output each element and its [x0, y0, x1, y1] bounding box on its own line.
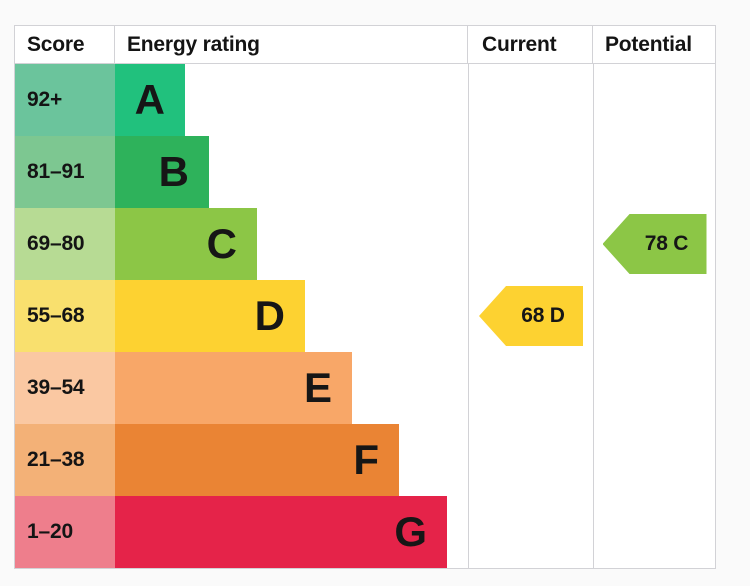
epc-rating-table: Score Energy rating Current Potential 92… — [14, 25, 716, 569]
band-row: 39–54 E — [15, 352, 715, 424]
band-score-cell: 39–54 — [15, 352, 115, 424]
band-bar: E — [115, 352, 352, 424]
potential-cell — [593, 424, 715, 496]
band-score-label: 81–91 — [27, 160, 85, 183]
band-score-cell: 21–38 — [15, 424, 115, 496]
band-letter: D — [254, 292, 285, 339]
band-letter: E — [303, 364, 332, 411]
current-cell: 68 D — [468, 280, 593, 352]
band-score-label: 69–80 — [27, 232, 85, 255]
potential-rating-arrow: 78 C — [602, 214, 707, 274]
potential-cell — [593, 352, 715, 424]
band-letter: F — [353, 436, 379, 483]
band-bar: F — [115, 424, 399, 496]
band-score-label: 55–68 — [27, 304, 85, 327]
current-cell — [468, 424, 593, 496]
band-score-cell: 55–68 — [15, 280, 115, 352]
current-cell — [468, 208, 593, 280]
band-score-label: 21–38 — [27, 448, 85, 471]
band-row: 1–20 G — [15, 496, 715, 568]
potential-cell — [593, 496, 715, 568]
band-letter: C — [206, 220, 237, 267]
band-letter: G — [394, 508, 427, 555]
band-score-label: 1–20 — [27, 520, 73, 543]
potential-column-header: Potential — [605, 32, 692, 56]
band-rating-cell: A — [115, 64, 468, 136]
band-rating-cell: D — [115, 280, 468, 352]
arrow-label: 78 C — [644, 232, 689, 255]
band-rating-cell: G — [115, 496, 468, 568]
table-header-row: Score Energy rating Current Potential — [15, 26, 715, 64]
epc-band-rows: 92+ A 81–91 B 69–80 C 78 — [15, 64, 715, 568]
band-rating-cell: F — [115, 424, 468, 496]
arrow-label: 68 D — [521, 304, 565, 327]
band-row: 69–80 C 78 C — [15, 208, 715, 280]
band-row: 55–68 D 68 D — [15, 280, 715, 352]
band-rating-cell: C — [115, 208, 468, 280]
current-column-header: Current — [468, 26, 593, 63]
band-bar: A — [115, 64, 185, 136]
current-cell — [468, 64, 593, 136]
band-bar: D — [115, 280, 305, 352]
band-letter: B — [158, 148, 189, 195]
potential-cell: 78 C — [593, 208, 715, 280]
band-row: 21–38 F — [15, 424, 715, 496]
current-rating-arrow: 68 D — [479, 286, 583, 346]
potential-cell — [593, 64, 715, 136]
band-score-label: 39–54 — [27, 376, 85, 399]
energy-rating-column-header: Energy rating — [115, 26, 468, 63]
current-cell — [468, 352, 593, 424]
potential-cell — [593, 280, 715, 352]
current-cell — [468, 136, 593, 208]
band-bar: C — [115, 208, 257, 280]
potential-cell — [593, 136, 715, 208]
current-cell — [468, 496, 593, 568]
band-score-cell: 81–91 — [15, 136, 115, 208]
band-rating-cell: E — [115, 352, 468, 424]
band-score-label: 92+ — [27, 88, 63, 111]
band-score-cell: 69–80 — [15, 208, 115, 280]
band-bar: B — [115, 136, 209, 208]
band-rating-cell: B — [115, 136, 468, 208]
band-score-cell: 1–20 — [15, 496, 115, 568]
score-column-header: Score — [15, 26, 115, 63]
band-bar: G — [115, 496, 447, 568]
band-letter: A — [134, 76, 165, 123]
band-row: 92+ A — [15, 64, 715, 136]
band-score-cell: 92+ — [15, 64, 115, 136]
band-row: 81–91 B — [15, 136, 715, 208]
